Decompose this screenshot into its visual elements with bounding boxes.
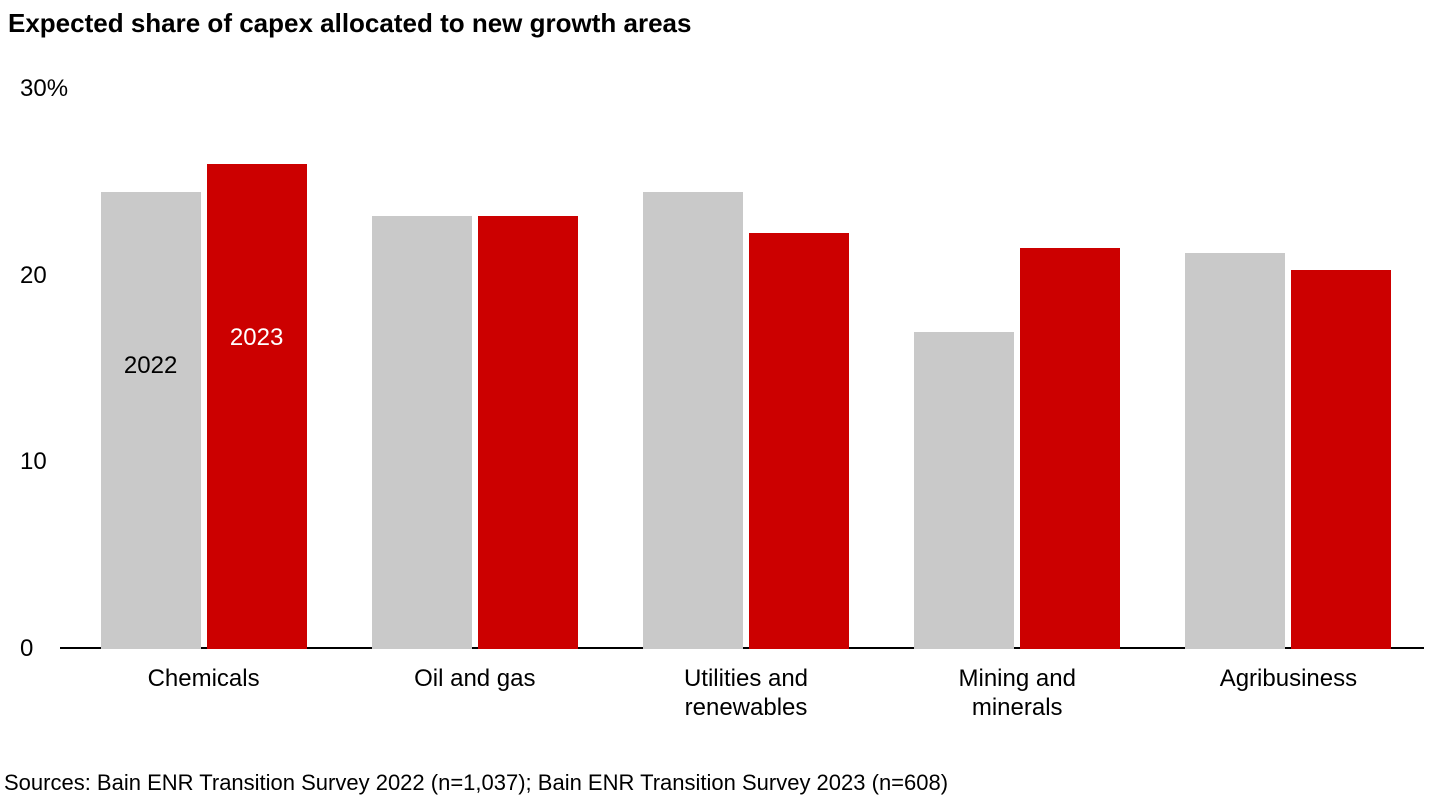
bar-group xyxy=(339,89,610,649)
bar-group xyxy=(610,89,881,649)
x-axis-label: Utilities and renewables xyxy=(610,665,881,723)
bar-2023 xyxy=(1291,270,1391,649)
bar-group xyxy=(882,89,1153,649)
chart-title: Expected share of capex allocated to new… xyxy=(8,8,1432,39)
bar-2022 xyxy=(643,192,743,649)
chart-page: Expected share of capex allocated to new… xyxy=(0,0,1440,810)
bar-2022 xyxy=(914,332,1014,649)
y-tick-label: 10 xyxy=(20,448,47,476)
y-tick-label: 20 xyxy=(20,262,47,290)
x-axis-label: Chemicals xyxy=(68,665,339,723)
bar-2022: 2022 xyxy=(101,192,201,649)
bar-2023 xyxy=(478,216,578,649)
bar-groups: 2022 2023 xyxy=(68,89,1424,649)
bar-2023 xyxy=(1020,248,1120,649)
bar-2022 xyxy=(372,216,472,649)
x-axis-label: Agribusiness xyxy=(1153,665,1424,723)
bar-group xyxy=(1153,89,1424,649)
bar-2023: 2023 xyxy=(207,164,307,649)
y-tick-label: 0 xyxy=(20,635,33,663)
y-tick-label: 30% xyxy=(20,75,68,103)
x-axis-labels: ChemicalsOil and gasUtilities and renewa… xyxy=(68,665,1424,723)
series-label: 2023 xyxy=(230,324,283,352)
x-axis-label: Oil and gas xyxy=(339,665,610,723)
x-axis-label: Mining and minerals xyxy=(882,665,1153,723)
bar-group: 2022 2023 xyxy=(68,89,339,649)
series-label: 2022 xyxy=(124,352,177,380)
bar-2022 xyxy=(1185,253,1285,649)
chart-sources: Sources: Bain ENR Transition Survey 2022… xyxy=(4,770,948,796)
bar-2023 xyxy=(749,233,849,649)
plot-area: 20222023 ChemicalsOil and gasUtilities a… xyxy=(20,89,1424,649)
chart-area: 20222023 ChemicalsOil and gasUtilities a… xyxy=(20,89,1432,649)
